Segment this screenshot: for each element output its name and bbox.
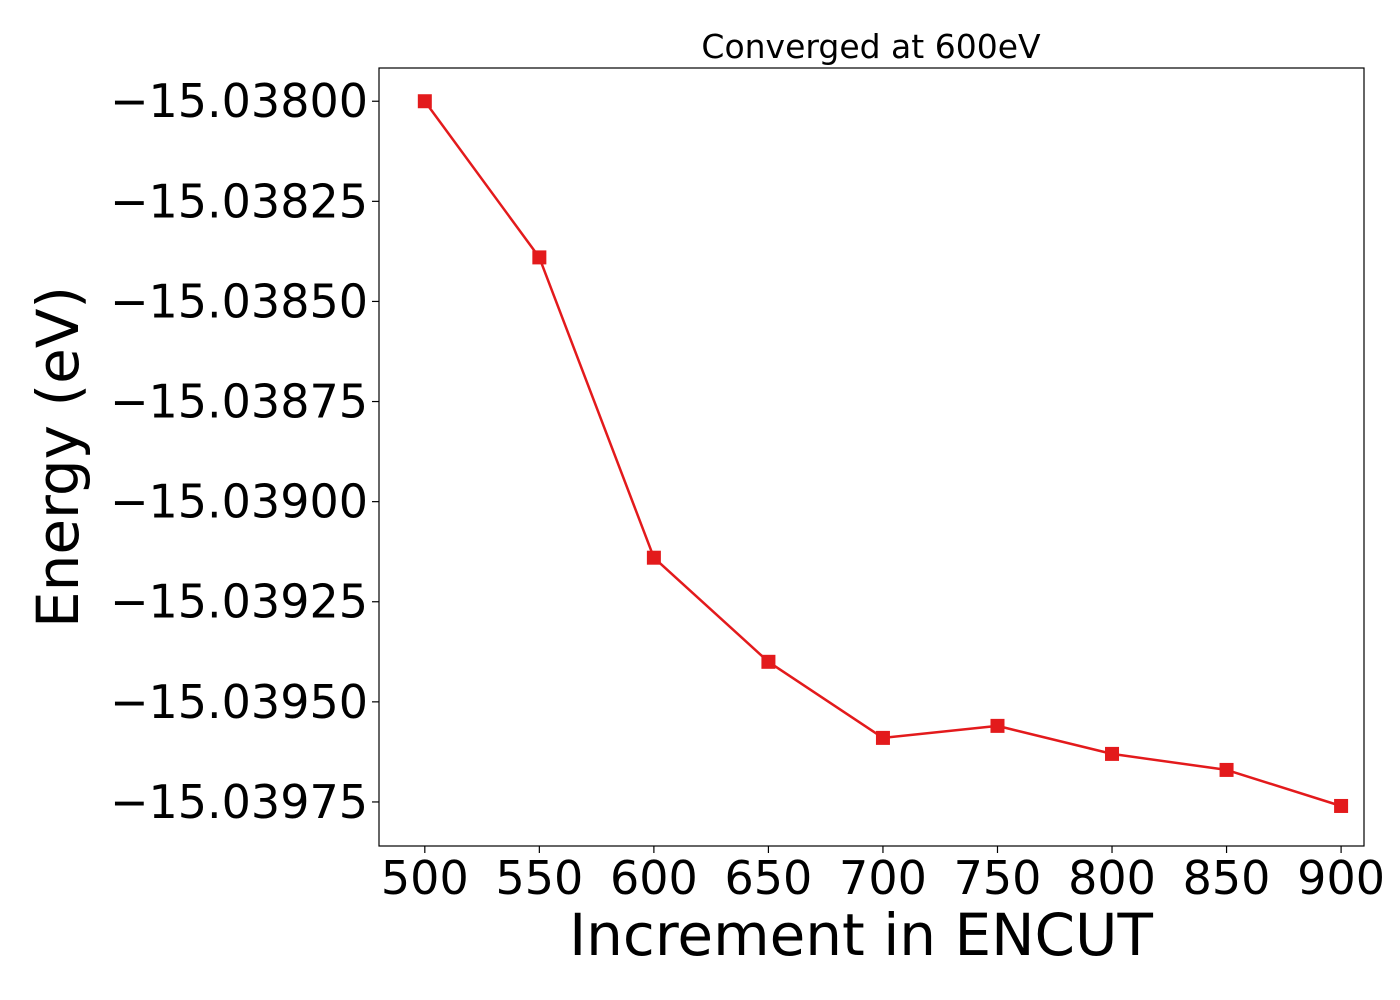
data-point-marker [1334, 798, 1349, 813]
y-tick-label: −15.03875 [110, 375, 368, 429]
data-point-marker [1105, 746, 1120, 761]
data-point-marker [646, 550, 661, 565]
chart-title: Converged at 600eV [701, 27, 1041, 66]
data-point-marker [1219, 762, 1234, 777]
y-tick-label: −15.03825 [110, 174, 368, 228]
x-tick-label: 550 [495, 851, 583, 905]
y-axis-ticks: −15.03800 −15.03825 −15.03850 −15.03875 −15.… [110, 74, 379, 829]
y-tick-label: −15.03975 [110, 775, 368, 829]
data-series [417, 94, 1349, 813]
y-tick-label: −15.03800 [110, 74, 368, 128]
y-tick-label: −15.03950 [110, 675, 368, 729]
x-tick-label: 800 [1068, 851, 1156, 905]
data-point-marker [417, 94, 432, 109]
y-tick-label: −15.03900 [110, 475, 368, 529]
data-point-marker [990, 718, 1005, 733]
x-tick-label: 600 [610, 851, 698, 905]
x-axis-ticks: 500 550 600 650 700 750 800 850 900 [381, 846, 1385, 905]
data-point-marker [532, 250, 547, 265]
x-axis-label: Increment in ENCUT [569, 901, 1153, 969]
x-tick-label: 500 [381, 851, 469, 905]
x-tick-label: 700 [839, 851, 927, 905]
x-tick-label: 900 [1297, 851, 1385, 905]
x-tick-label: 850 [1183, 851, 1271, 905]
y-axis-label: Energy (eV) [24, 286, 92, 628]
x-tick-label: 650 [725, 851, 813, 905]
y-tick-label: −15.03850 [110, 274, 368, 328]
data-point-marker [875, 730, 890, 745]
plot-area-frame [378, 67, 1365, 847]
series-line [423, 100, 1342, 808]
data-point-marker [761, 654, 776, 669]
x-tick-label: 750 [954, 851, 1042, 905]
y-tick-label: −15.03925 [110, 575, 368, 629]
